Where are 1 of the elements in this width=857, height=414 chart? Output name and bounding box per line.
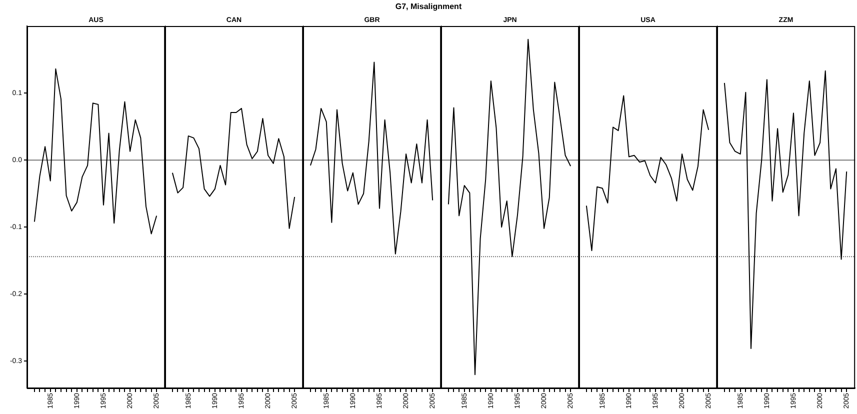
text: G7, Misalignment [394,2,463,12]
